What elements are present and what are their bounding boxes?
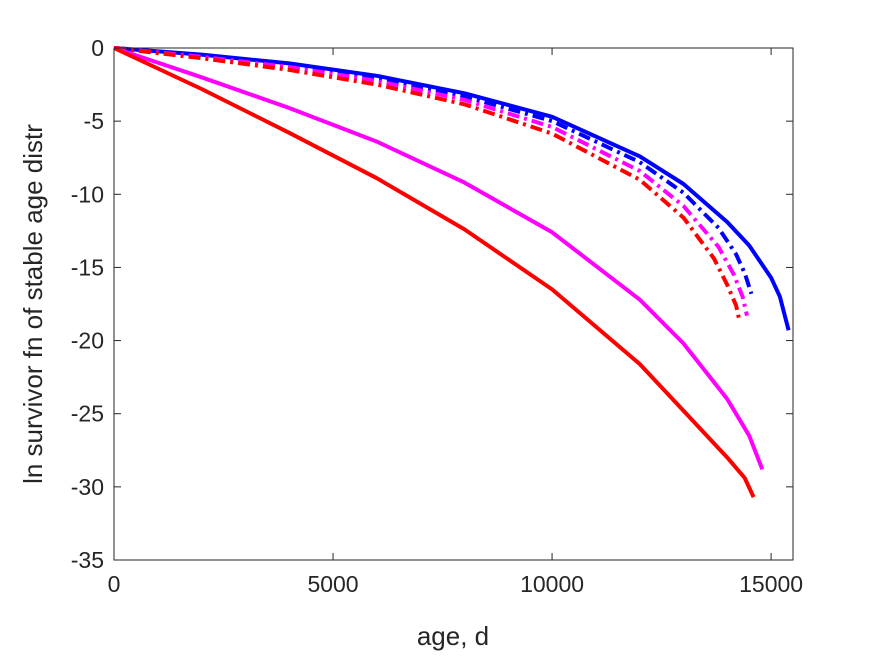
y-tick-label: -20 (71, 328, 104, 354)
series-line-5 (113, 46, 765, 471)
x-tick-label: 10000 (520, 571, 584, 597)
series-line-4 (113, 46, 742, 323)
x-tick-label: 0 (108, 571, 121, 597)
x-axis-label: age, d (417, 621, 489, 651)
y-tick-label: -25 (71, 401, 104, 427)
y-axis-label: ln survivor fn of stable age distr (18, 124, 48, 484)
y-tick-label: -30 (71, 474, 104, 500)
series-layer (113, 46, 791, 498)
y-tick-label: 0 (91, 35, 104, 61)
x-tick-label: 5000 (307, 571, 358, 597)
axes-layer: 0 5000 10000 15000 0 -5 -10 -15 -20 -25 -30 -35 (71, 35, 803, 597)
plot-area (114, 48, 793, 560)
y-tick-label: -15 (71, 254, 104, 280)
series-line-2 (113, 46, 754, 295)
series-line-6 (113, 46, 756, 498)
series-line-3 (113, 46, 749, 317)
y-tick-label: -5 (84, 108, 104, 134)
axes-box (113, 47, 794, 561)
y-tick-label: -35 (71, 547, 104, 573)
x-tick-label: 15000 (739, 571, 803, 597)
y-tick-label: -10 (71, 181, 104, 207)
